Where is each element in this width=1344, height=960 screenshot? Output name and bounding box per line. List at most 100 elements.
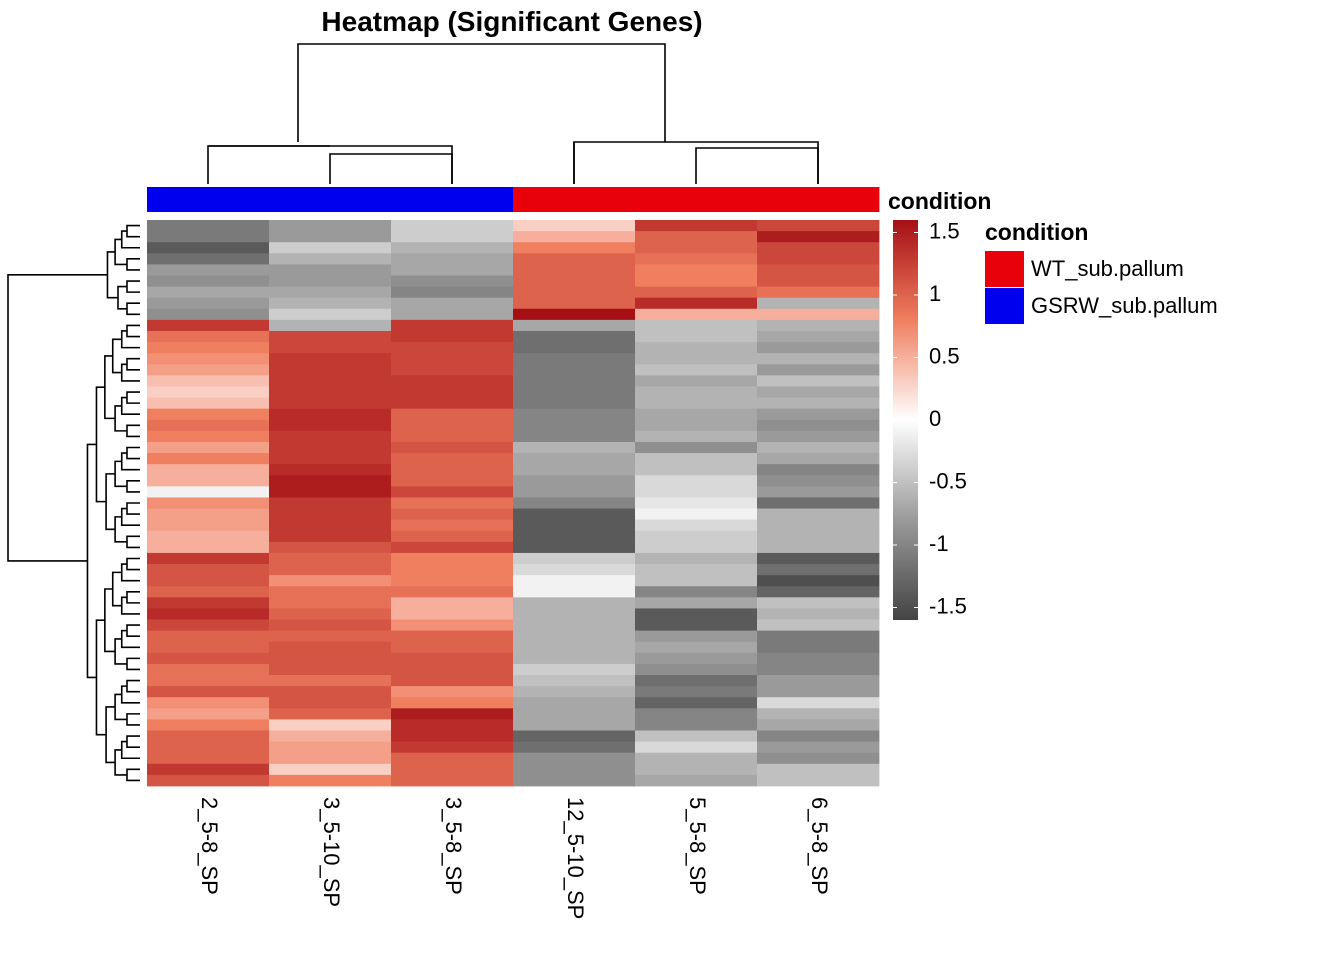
heatmap-cell [635,675,758,687]
heatmap-cell [635,686,758,698]
dendro-row-link [111,571,122,607]
dendro-row-link [120,363,140,382]
dendro-row-link [120,230,140,249]
heatmap-cell [269,419,392,432]
heatmap-cell [635,730,758,743]
dendro-row-link [114,405,127,432]
heatmap-cell [147,774,270,787]
heatmap-cell [147,242,270,254]
heatmap-cell [757,564,880,576]
heatmap-cell [513,275,636,287]
heatmap-cell [269,464,392,476]
heatmap-cell [147,663,270,676]
column-label: 5_5-8_SP [685,797,710,895]
heatmap-cell [147,675,270,687]
dendro-row-link [114,638,127,665]
heatmap-cell [757,763,880,776]
heatmap-cell [147,408,270,421]
heatmap-cell [513,297,636,310]
dendro-row-link [126,557,140,571]
heatmap-cell [391,342,514,354]
heatmap-cell [269,730,392,743]
heatmap-cell [757,264,880,276]
heatmap-cell [269,586,392,598]
heatmap-cell [147,308,270,321]
heatmap-cell [757,430,880,443]
dendro-row-link [126,624,140,637]
heatmap-cell [513,552,636,565]
heatmap-cell [391,497,514,509]
chart-title: Heatmap (Significant Genes) [321,6,702,37]
heatmap-cell [391,286,514,299]
heatmap-cell [269,353,392,365]
heatmap-cell [269,486,392,498]
heatmap-cell [391,552,514,565]
heatmap-cell [757,275,880,287]
heatmap-cell [391,686,514,698]
heatmap-cell [757,297,880,310]
heatmap-cell [391,220,514,232]
heatmap-cell [635,419,758,432]
heatmap-cell [635,231,758,243]
heatmap-cell [635,286,758,299]
colorbar-gradient [893,220,918,620]
heatmap-cell [757,608,880,620]
heatmap-cell [147,342,270,354]
heatmap-cell [391,641,514,654]
heatmap-cell [757,730,880,743]
heatmap-cell [391,652,514,665]
heatmap-cell [269,608,392,620]
condition-annotation-bar [147,187,880,212]
heatmap-cell [757,586,880,598]
colorbar-tick-label: 0 [929,406,941,431]
heatmap-cell [757,453,880,465]
heatmap-cell [147,763,270,776]
heatmap-cell [269,686,392,698]
heatmap-cell [391,397,514,410]
heatmap-cell [269,641,392,654]
heatmap-cell [147,441,270,454]
heatmap-cells [147,220,880,787]
heatmap-cell [635,408,758,421]
heatmap-cell [147,719,270,731]
heatmap-cell [635,475,758,487]
heatmap-cell [757,552,880,565]
heatmap-cell [269,475,392,487]
heatmap-cell [269,364,392,376]
heatmap-cell [147,608,270,620]
heatmap-cell [147,464,270,476]
heatmap-cell [757,319,880,332]
condition-legend: condition WT_sub.pallum GSRW_sub.pallum [985,219,1218,324]
heatmap-cell [757,220,880,232]
heatmap-cell [269,253,392,265]
heatmap-cell [391,275,514,287]
heatmap-cell [757,508,880,521]
heatmap-cell [513,364,636,376]
heatmap-cell [391,231,514,243]
heatmap-cell [757,441,880,454]
heatmap-cell [757,641,880,654]
dendro-row-link [117,285,127,310]
heatmap-cell [757,464,880,476]
heatmap-cell [635,264,758,276]
heatmap-cell [391,441,514,454]
heatmap-cell [391,752,514,765]
heatmap-cell [513,386,636,398]
heatmap-cell [391,586,514,598]
heatmap-cell [513,541,636,554]
dendro-row-link [126,480,140,493]
heatmap-cell [147,730,270,743]
colorbar-tick-label: -0.5 [929,468,967,493]
heatmap-cell [513,375,636,387]
heatmap-cell [391,719,514,731]
heatmap-cell [635,508,758,521]
dendro-row-link [120,740,140,760]
heatmap-cell [147,286,270,299]
heatmap-cell [269,397,392,410]
heatmap-cell [757,242,880,254]
dendro-row-link [126,302,140,316]
dendro-row-link [111,338,122,374]
heatmap-cell [757,386,880,398]
heatmap-cell [757,675,880,687]
heatmap-cell [391,364,514,376]
